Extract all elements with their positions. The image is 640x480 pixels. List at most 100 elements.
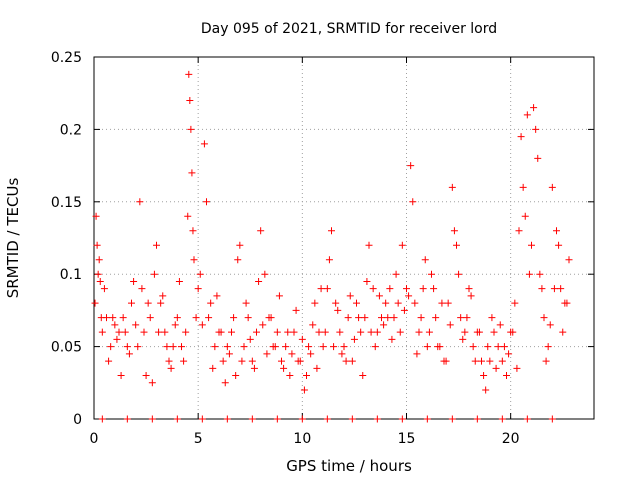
- data-point: [94, 270, 102, 278]
- data-point: [532, 125, 540, 133]
- data-point: [338, 350, 346, 358]
- data-point: [246, 335, 254, 343]
- data-point: [248, 415, 256, 423]
- data-point: [187, 125, 195, 133]
- data-point: [469, 343, 477, 351]
- data-point: [315, 328, 323, 336]
- data-point: [425, 328, 433, 336]
- data-point: [455, 270, 463, 278]
- data-point: [548, 415, 556, 423]
- data-point: [189, 227, 197, 235]
- data-point: [323, 415, 331, 423]
- data-point: [221, 379, 229, 387]
- data-point: [473, 415, 481, 423]
- data-point: [300, 386, 308, 394]
- data-point: [325, 256, 333, 264]
- data-point: [319, 343, 327, 351]
- data-point: [207, 299, 215, 307]
- data-point: [298, 335, 306, 343]
- data-point: [503, 372, 510, 380]
- data-point: [155, 328, 163, 336]
- data-point: [194, 285, 202, 293]
- data-point: [557, 285, 565, 293]
- data-point: [230, 314, 238, 322]
- x-tick-label: 20: [502, 431, 520, 447]
- data-point: [409, 198, 417, 206]
- data-point: [148, 379, 156, 387]
- data-point: [480, 372, 488, 380]
- data-point: [490, 328, 498, 336]
- data-point: [471, 357, 479, 365]
- data-point: [130, 277, 138, 285]
- data-point: [553, 227, 560, 235]
- data-point: [511, 299, 519, 307]
- x-axis-label: GPS time / hours: [286, 457, 412, 475]
- data-point: [303, 372, 310, 380]
- data-point: [378, 314, 385, 322]
- y-axis-label: SRMTID / TECUs: [4, 178, 22, 299]
- data-point: [198, 415, 206, 423]
- data-point: [417, 314, 425, 322]
- data-point: [232, 372, 240, 380]
- data-point: [95, 256, 103, 264]
- data-point: [486, 357, 494, 365]
- data-point: [375, 292, 383, 300]
- data-point: [519, 183, 527, 191]
- data-point: [334, 306, 342, 314]
- data-point: [313, 364, 321, 372]
- data-point: [565, 256, 573, 264]
- data-point: [273, 328, 281, 336]
- data-point: [434, 343, 442, 351]
- data-point: [465, 285, 473, 293]
- data-point: [500, 343, 508, 351]
- data-point: [132, 321, 140, 329]
- data-point: [125, 350, 133, 358]
- data-point: [200, 140, 208, 148]
- data-point: [530, 104, 538, 112]
- data-point: [175, 277, 183, 285]
- y-tick-label: 0.15: [51, 195, 82, 211]
- data-point: [384, 314, 392, 322]
- data-point: [388, 335, 396, 343]
- chart-title: Day 095 of 2021, SRMTID for receiver lor…: [201, 21, 497, 37]
- data-point: [386, 285, 394, 293]
- data-point: [173, 415, 181, 423]
- data-point: [121, 328, 129, 336]
- data-point: [138, 285, 146, 293]
- data-point: [98, 328, 106, 336]
- data-point: [280, 364, 288, 372]
- data-point: [307, 350, 315, 358]
- data-point: [407, 162, 415, 170]
- data-point: [373, 328, 381, 336]
- data-point: [234, 256, 242, 264]
- data-point: [536, 270, 544, 278]
- data-point: [203, 198, 210, 206]
- data-point: [321, 328, 329, 336]
- data-point: [296, 357, 304, 365]
- data-point: [453, 241, 460, 249]
- data-point: [244, 314, 252, 322]
- data-point: [100, 285, 108, 293]
- data-point: [369, 285, 377, 293]
- data-point: [457, 314, 465, 322]
- data-point: [119, 314, 127, 322]
- data-point: [328, 227, 335, 235]
- data-point: [93, 241, 101, 249]
- data-point: [211, 343, 219, 351]
- data-point: [292, 306, 300, 314]
- data-point: [428, 270, 435, 278]
- data-point: [344, 314, 352, 322]
- data-point: [134, 343, 142, 351]
- data-point: [523, 111, 531, 119]
- data-point: [515, 227, 523, 235]
- data-point: [396, 328, 404, 336]
- data-point: [415, 328, 423, 336]
- grid-layer: [94, 57, 594, 419]
- data-point: [242, 299, 250, 307]
- data-point: [228, 328, 235, 336]
- data-point: [111, 321, 119, 329]
- data-point: [423, 343, 431, 351]
- data-point: [403, 285, 410, 293]
- data-point: [430, 285, 438, 293]
- data-point: [225, 350, 233, 358]
